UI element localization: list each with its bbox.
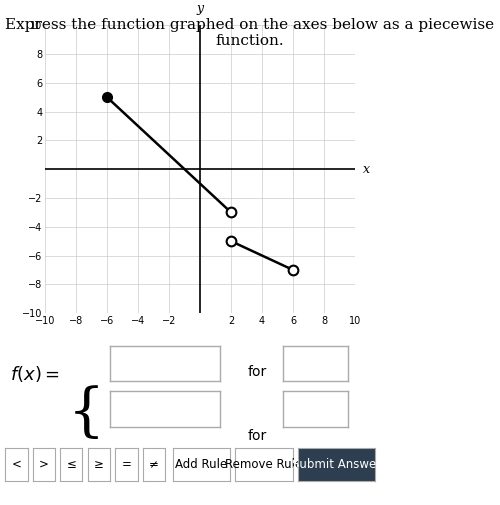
Text: Submit Answer: Submit Answer [292,458,381,471]
Text: for: for [248,365,267,379]
Text: x: x [363,163,370,176]
Text: $f(x) =$: $f(x) =$ [10,364,60,384]
Text: <: < [12,458,21,471]
Text: Add Rule: Add Rule [175,458,228,471]
Text: {: { [68,386,104,442]
Text: for: for [248,429,267,443]
Text: ≥: ≥ [94,458,104,471]
Text: =: = [122,458,131,471]
Text: ≤: ≤ [66,458,76,471]
Text: Remove Rule: Remove Rule [225,458,302,471]
Text: Express the function graphed on the axes below as a piecewise function.: Express the function graphed on the axes… [6,18,494,48]
Text: y: y [196,2,203,15]
Text: >: > [39,458,48,471]
Text: ≠: ≠ [149,458,158,471]
